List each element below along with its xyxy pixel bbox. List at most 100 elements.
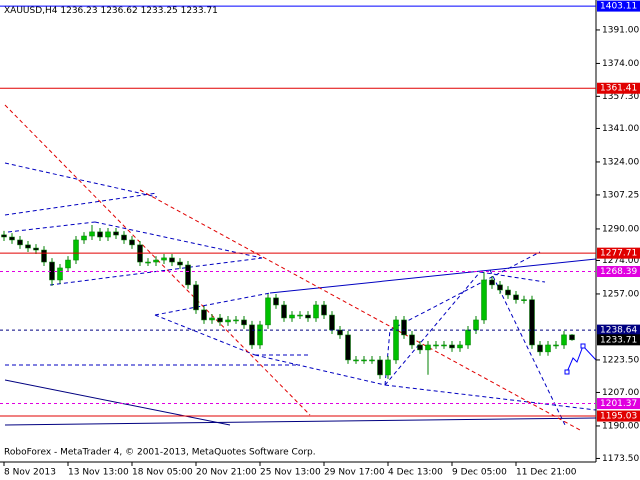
last-price-label: 1233.71: [600, 335, 637, 345]
candle-body: [321, 304, 327, 316]
candle-body: [441, 344, 447, 347]
candle-body: [113, 231, 119, 236]
forecast-point: [580, 343, 586, 349]
footer: RoboForex - MetaTrader 4, © 2001-2013, M…: [4, 448, 316, 458]
candle-body: [417, 344, 423, 351]
y-tick-label: 1374.00: [602, 59, 639, 69]
chart-title: XAUUSD,H4 1236.23 1236.62 1233.25 1233.7…: [4, 6, 218, 16]
price-level-box: [597, 410, 640, 422]
candle-body: [249, 324, 255, 346]
candle-body: [105, 231, 111, 238]
candle-body: [281, 304, 287, 319]
candle-body: [385, 359, 391, 376]
price-level-box: [597, 398, 640, 410]
trend-line: [254, 354, 386, 386]
trend-line: [4, 192, 158, 216]
candle-body: [513, 294, 519, 300]
candle-body: [41, 249, 47, 263]
trend-line: [389, 251, 541, 331]
x-tick-label: 9 Dec 05:00: [452, 468, 507, 478]
candle-body: [97, 231, 103, 238]
forecast-path: [566, 345, 597, 373]
candle-body: [257, 324, 263, 346]
candle-body: [49, 261, 55, 281]
price-level-label: 1403.11: [600, 2, 637, 12]
candle-body: [313, 304, 319, 319]
candle-body: [297, 314, 303, 317]
candle-body: [201, 309, 207, 321]
price-level-label: 1201.37: [600, 399, 637, 409]
y-tick-label: 1391.00: [602, 25, 639, 35]
candle-body: [265, 297, 271, 326]
trend-line: [384, 271, 481, 386]
candle-body: [65, 259, 71, 269]
header-open: 1236.23: [60, 6, 97, 16]
price-level-label: 1268.39: [600, 267, 637, 277]
x-tick-label: 13 Nov 13:00: [68, 468, 129, 478]
candle-body: [489, 279, 495, 286]
candle-body: [561, 334, 567, 346]
candle-body: [345, 334, 351, 361]
candle-body: [153, 259, 159, 263]
trend-line: [384, 329, 391, 386]
price-level-box: [597, 82, 640, 94]
candle-body: [25, 244, 31, 249]
trend-line: [154, 292, 271, 316]
y-tick-label: 1190.00: [602, 421, 639, 431]
candle-body: [369, 359, 375, 362]
candle-body: [81, 235, 87, 241]
candle-body: [217, 317, 223, 323]
x-tick-label: 8 Nov 2013: [4, 468, 56, 478]
y-tick-label: 1357.30: [602, 92, 639, 102]
candle-body: [169, 257, 175, 263]
y-tick-label: 1341.00: [602, 124, 639, 134]
candle-body: [193, 284, 199, 311]
trend-line: [384, 384, 597, 411]
candle-body: [89, 231, 95, 237]
candle-body: [337, 329, 343, 336]
trend-line: [479, 271, 546, 283]
candle-body: [289, 314, 295, 319]
candle-body: [9, 236, 15, 241]
trend-line: [4, 417, 597, 426]
candle-body: [1, 234, 7, 238]
candle-body: [521, 299, 527, 301]
candle-body: [497, 284, 503, 291]
x-tick-label: 11 Dec 21:00: [516, 468, 577, 478]
candle-body: [161, 257, 167, 261]
forecast-point: [564, 369, 570, 375]
candle-body: [529, 299, 535, 346]
price-level-box: [597, 266, 640, 278]
candle-body: [393, 319, 399, 361]
candle-body: [433, 344, 439, 347]
x-tick-label: 4 Dec 13:00: [388, 468, 443, 478]
y-tick-label: 1290.00: [602, 224, 639, 234]
y-tick-label: 1173.50: [602, 454, 639, 464]
candle-body: [241, 319, 247, 326]
price-level-box: [597, 247, 640, 259]
x-tick-label: 20 Nov 21:00: [196, 468, 257, 478]
trend-line: [154, 314, 256, 356]
candle-body: [33, 247, 39, 251]
candle-body: [569, 334, 575, 341]
candle-body: [457, 344, 463, 349]
candle-body: [185, 264, 191, 286]
candle-body: [121, 234, 127, 241]
trend-line: [94, 221, 263, 259]
candle-body: [57, 267, 63, 281]
candle-body: [537, 344, 543, 353]
candle-body: [17, 239, 23, 246]
candle-body: [129, 239, 135, 246]
trend-line: [4, 379, 231, 426]
price-level-label: 1277.71: [600, 249, 637, 259]
trend-line: [4, 162, 158, 198]
candle-body: [473, 319, 479, 331]
candle-body: [377, 359, 383, 376]
candle-body: [177, 261, 183, 266]
header-low: 1233.25: [141, 6, 178, 16]
x-tick-label: 18 Nov 05:00: [132, 468, 193, 478]
x-tick-label: 25 Nov 13:00: [260, 468, 321, 478]
candle-body: [449, 344, 455, 349]
